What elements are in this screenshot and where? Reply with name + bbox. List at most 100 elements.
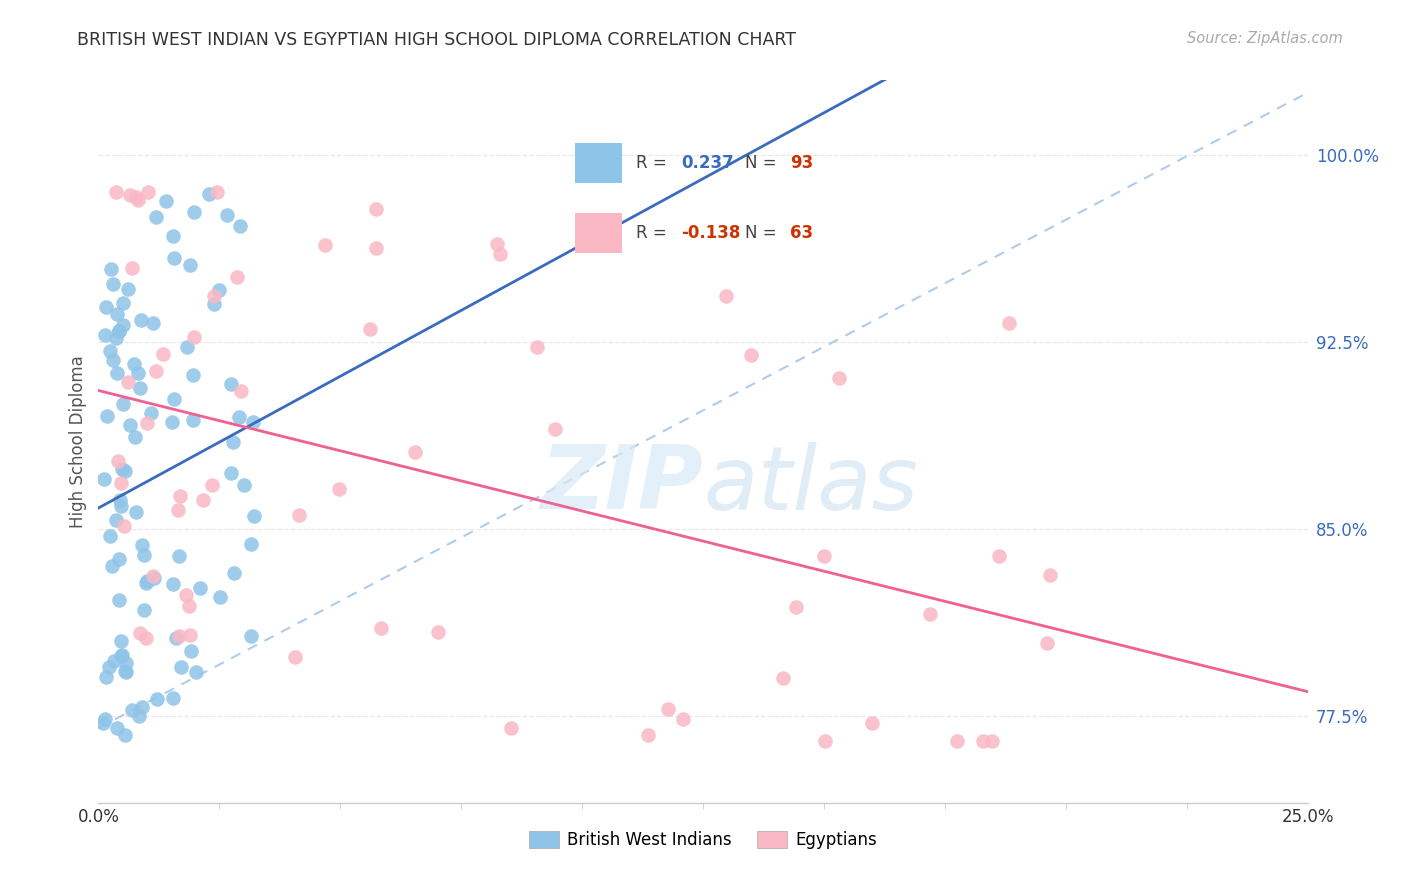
Point <box>240 629 263 643</box>
Point <box>499 721 522 735</box>
Point <box>108 324 131 338</box>
Point <box>131 538 153 552</box>
Point <box>136 416 159 430</box>
Point <box>114 728 136 742</box>
Point <box>93 472 115 486</box>
Point <box>544 422 567 436</box>
Point <box>813 549 835 563</box>
Point <box>202 289 225 303</box>
Point <box>284 650 307 665</box>
Point <box>972 733 994 747</box>
Point <box>117 375 139 389</box>
Point <box>142 568 165 582</box>
Point <box>118 188 141 202</box>
Point <box>945 733 967 747</box>
Point <box>920 607 942 621</box>
Point <box>117 282 139 296</box>
Point <box>124 357 146 371</box>
Point <box>98 344 121 359</box>
Point <box>105 307 128 321</box>
Point <box>228 409 250 424</box>
Point <box>370 621 392 635</box>
Point <box>145 364 167 378</box>
Point <box>146 691 169 706</box>
Point <box>170 660 193 674</box>
Point <box>100 261 122 276</box>
Point <box>1036 636 1059 650</box>
Point <box>716 289 738 303</box>
Point <box>179 599 201 613</box>
Point <box>228 219 250 233</box>
Point <box>526 340 548 354</box>
Text: atlas: atlas <box>703 442 918 528</box>
Point <box>110 634 132 648</box>
Point <box>225 270 247 285</box>
Point <box>426 624 449 639</box>
Point <box>105 331 128 345</box>
Point <box>1039 567 1062 582</box>
Point <box>163 252 186 266</box>
Point <box>125 190 148 204</box>
Point <box>242 415 264 429</box>
Point <box>101 352 124 367</box>
Point <box>132 603 155 617</box>
Point <box>328 482 350 496</box>
Point <box>111 296 134 310</box>
Point <box>404 445 426 459</box>
Point <box>222 566 245 580</box>
Point <box>188 581 211 595</box>
Point <box>127 366 149 380</box>
Point <box>94 670 117 684</box>
Point <box>167 503 190 517</box>
Point <box>489 246 512 260</box>
Point <box>219 466 242 480</box>
Point <box>105 366 128 380</box>
Point <box>828 371 851 385</box>
Point <box>181 368 204 382</box>
Legend: British West Indians, Egyptians: British West Indians, Egyptians <box>522 824 884 856</box>
Point <box>94 327 117 342</box>
Point <box>112 318 135 332</box>
Point <box>136 186 159 200</box>
Text: Source: ZipAtlas.com: Source: ZipAtlas.com <box>1187 31 1343 46</box>
Point <box>162 691 184 706</box>
Point <box>193 492 215 507</box>
Point <box>180 644 202 658</box>
Point <box>183 330 205 344</box>
Point <box>163 392 186 407</box>
Point <box>208 590 231 604</box>
Point <box>672 713 695 727</box>
Point <box>114 464 136 478</box>
Point <box>208 283 231 297</box>
Point <box>129 313 152 327</box>
Point <box>94 300 117 314</box>
Point <box>314 238 336 252</box>
Point <box>104 186 127 200</box>
Point <box>176 340 198 354</box>
Point <box>135 631 157 645</box>
Point <box>115 665 138 680</box>
Point <box>98 529 121 543</box>
Point <box>160 415 183 429</box>
Point <box>785 600 807 615</box>
Point <box>98 660 121 674</box>
Point <box>142 316 165 330</box>
Point <box>176 589 198 603</box>
Point <box>162 229 184 244</box>
Point <box>118 417 141 432</box>
Point <box>205 186 228 200</box>
Point <box>108 492 131 507</box>
Point <box>197 186 219 201</box>
Point <box>107 454 129 468</box>
Point <box>114 657 136 671</box>
Point <box>127 193 149 207</box>
Point <box>364 241 387 255</box>
Point <box>162 577 184 591</box>
Point <box>657 702 679 716</box>
Point <box>997 317 1019 331</box>
Point <box>128 709 150 723</box>
Point <box>179 628 201 642</box>
Point <box>233 477 256 491</box>
Point <box>136 574 159 588</box>
Point <box>165 631 187 645</box>
